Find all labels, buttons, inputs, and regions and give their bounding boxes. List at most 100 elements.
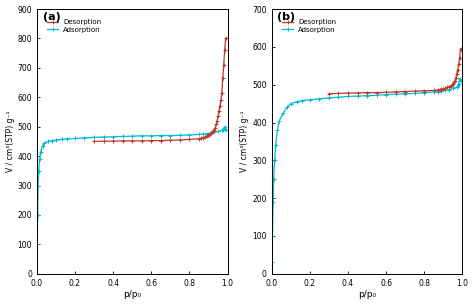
Desorption <box>209 131 214 135</box>
Adsorption <box>272 159 277 162</box>
Adsorption <box>100 135 106 139</box>
Desorption <box>451 81 457 84</box>
Adsorption <box>446 88 452 91</box>
Desorption <box>148 139 154 142</box>
Desorption <box>438 88 444 91</box>
Desorption <box>458 47 464 51</box>
Desorption <box>456 62 462 66</box>
Adsorption <box>270 200 276 204</box>
Adsorption <box>64 137 70 141</box>
Adsorption <box>49 139 55 142</box>
X-axis label: p/p₀: p/p₀ <box>123 290 141 300</box>
Legend: Desorption, Adsorption: Desorption, Adsorption <box>281 18 338 34</box>
Desorption <box>448 84 454 88</box>
Text: (b): (b) <box>277 12 296 22</box>
Adsorption <box>355 94 360 98</box>
Text: (a): (a) <box>43 12 60 22</box>
Adsorption <box>211 131 217 134</box>
Adsorption <box>435 90 440 93</box>
Adsorption <box>438 89 444 93</box>
Desorption <box>457 56 463 60</box>
Desorption <box>449 83 455 87</box>
Desorption <box>221 63 227 67</box>
Desorption <box>110 139 116 143</box>
Adsorption <box>35 213 40 217</box>
Adsorption <box>208 131 213 135</box>
Desorption <box>91 140 97 143</box>
Adsorption <box>280 111 286 115</box>
Legend: Desorption, Adsorption: Desorption, Adsorption <box>46 18 103 34</box>
Adsorption <box>120 135 126 138</box>
Adsorption <box>383 93 389 96</box>
Adsorption <box>458 79 464 83</box>
Adsorption <box>345 95 351 98</box>
Adsorption <box>317 97 322 101</box>
Adsorption <box>40 144 46 148</box>
Adsorption <box>215 130 221 133</box>
Adsorption <box>158 134 164 137</box>
Desorption <box>444 85 450 89</box>
Desorption <box>218 99 224 102</box>
Adsorption <box>37 157 43 161</box>
Adsorption <box>220 128 226 131</box>
Desorption <box>455 68 461 71</box>
Adsorption <box>442 88 448 92</box>
Desorption <box>198 136 204 140</box>
Line: Adsorption: Adsorption <box>35 124 228 247</box>
Desorption <box>326 92 332 95</box>
Adsorption <box>222 125 228 128</box>
Desorption <box>177 138 182 142</box>
Desorption <box>215 115 221 118</box>
Desorption <box>208 132 213 136</box>
Adsorption <box>59 138 64 141</box>
Adsorption <box>307 98 313 102</box>
Adsorption <box>374 93 380 97</box>
Adsorption <box>148 134 154 138</box>
Adsorption <box>91 135 97 139</box>
Desorption <box>210 129 216 133</box>
Adsorption <box>196 133 202 136</box>
Adsorption <box>139 134 145 138</box>
Adsorption <box>110 135 116 138</box>
Adsorption <box>402 92 408 95</box>
Adsorption <box>204 132 210 136</box>
Adsorption <box>34 242 40 246</box>
Desorption <box>355 91 360 95</box>
Adsorption <box>129 134 135 138</box>
Desorption <box>129 139 135 143</box>
Adsorption <box>223 128 228 131</box>
Line: Adsorption: Adsorption <box>270 77 463 265</box>
Adsorption <box>274 128 280 132</box>
Adsorption <box>336 95 341 99</box>
Adsorption <box>450 87 456 90</box>
Adsorption <box>276 119 282 123</box>
Adsorption <box>294 100 300 104</box>
Desorption <box>213 123 219 126</box>
Desorption <box>450 82 456 86</box>
Y-axis label: V / cm³(STP) g⁻¹: V / cm³(STP) g⁻¹ <box>240 111 249 172</box>
Desorption <box>345 91 351 95</box>
Desorption <box>207 133 212 137</box>
Desorption <box>364 91 370 95</box>
X-axis label: p/p₀: p/p₀ <box>358 290 376 300</box>
Desorption <box>393 90 399 94</box>
Adsorption <box>177 133 182 137</box>
Desorption <box>211 128 217 131</box>
Desorption <box>442 86 448 90</box>
Adsorption <box>412 92 418 95</box>
Adsorption <box>455 84 461 88</box>
Adsorption <box>53 138 59 142</box>
Desorption <box>202 135 208 139</box>
Adsorption <box>421 91 427 95</box>
Desorption <box>453 76 459 80</box>
Desorption <box>421 89 427 93</box>
Adsorption <box>167 134 173 137</box>
Desorption <box>222 48 228 52</box>
Desorption <box>196 137 202 141</box>
Adsorption <box>221 127 227 131</box>
Adsorption <box>271 178 276 181</box>
Adsorption <box>82 136 87 140</box>
Desorption <box>167 138 173 142</box>
Adsorption <box>457 77 463 81</box>
Adsorption <box>187 133 192 137</box>
